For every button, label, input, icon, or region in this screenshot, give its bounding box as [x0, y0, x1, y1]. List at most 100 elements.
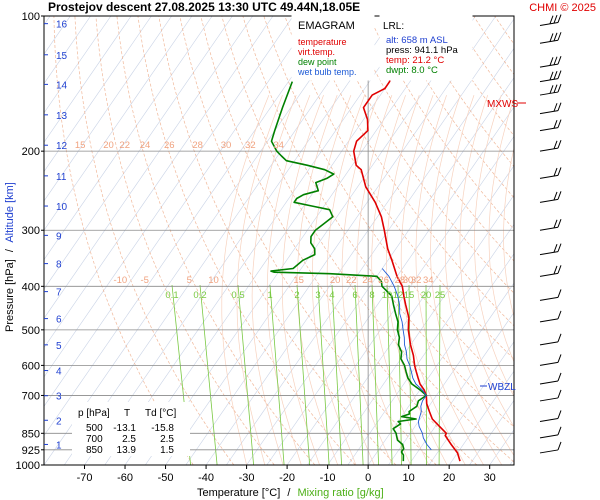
dry-adiabat-label: 20: [103, 140, 114, 151]
wind-barbs-panel: [539, 14, 562, 454]
wind-barb-feather: [553, 219, 558, 229]
mxws-marker: MXWS: [487, 99, 526, 110]
wind-barb: [539, 55, 562, 68]
wind-barb-feather: [557, 139, 562, 149]
isotherm-line: [448, 370, 514, 465]
altitude-label: 10: [56, 202, 68, 213]
x-axis-label-mixing: Mixing ratio [g/kg]: [297, 487, 383, 499]
altitude-label: 15: [56, 51, 68, 62]
table-cell: 2.5: [160, 434, 174, 445]
dry-adiabat-line: [579, 16, 600, 465]
isotherm-line: [266, 106, 514, 465]
isotherm-line: [408, 311, 514, 465]
isotherm-line: [145, 16, 456, 465]
mixing-ratio-line: [386, 284, 393, 465]
wind-barb-feather: [553, 140, 558, 149]
y-tick-label: 925: [22, 445, 40, 457]
x-tick-label: -40: [198, 472, 214, 484]
mixing-ratio-label: 25: [435, 290, 446, 301]
moist-adiabat-line: [266, 94, 311, 465]
wind-barb: [539, 310, 562, 323]
isotherm-line: [428, 341, 514, 465]
wind-barb-feather: [557, 265, 562, 274]
dry-adiabat-label: -10: [113, 275, 127, 286]
table-cell: 2.5: [122, 434, 136, 445]
mixing-ratio-label: 8: [369, 290, 374, 301]
dry-adiabat-line: [263, 16, 514, 394]
y-tick-label: 850: [22, 428, 40, 440]
dry-adiabat-line: [179, 16, 437, 465]
wind-barb: [539, 243, 562, 256]
table-cell: 500: [86, 423, 103, 434]
wind-barb: [539, 102, 562, 115]
x-tick-label: 10: [403, 472, 415, 484]
isotherm-line: [530, 16, 600, 465]
wind-barb-shaft: [539, 63, 559, 68]
y-tick-label: 500: [22, 325, 40, 337]
legend: EMAGRAM temperature virt.temp. dew point…: [291, 15, 375, 81]
wind-barb-feather: [549, 33, 554, 42]
wind-barb-feather: [557, 119, 562, 128]
wind-barb: [539, 426, 562, 439]
dry-adiabat-line: [537, 16, 600, 465]
wbzl-marker: WBZL: [480, 382, 516, 393]
wind-barb-shaft: [539, 417, 559, 422]
x-tick-label: -70: [77, 472, 93, 484]
moist-adiabat-line: [281, 94, 324, 465]
wind-barb-feather: [553, 167, 558, 177]
legend-item-virt-temp: virt.temp.: [298, 47, 335, 57]
wind-barb: [539, 191, 562, 203]
isotherm-line: [509, 458, 514, 465]
altitude-label: 9: [56, 231, 62, 242]
wind-barb-shaft: [539, 174, 559, 179]
dry-adiabat-label: 28: [395, 275, 406, 286]
mixing-ratio-line: [397, 284, 402, 465]
mixing-ratio-label: 4: [329, 290, 334, 301]
dry-adiabat-label: 20: [330, 275, 341, 286]
mixing-ratio-label: 12: [393, 290, 404, 301]
mixing-ratio-label: 1: [267, 290, 272, 301]
moist-adiabat-line: [236, 94, 283, 465]
y-tick-label: 600: [22, 360, 40, 372]
isotherm-line: [44, 16, 314, 407]
table-header-t: T: [124, 408, 130, 419]
mixing-ratio-label: 20: [421, 290, 432, 301]
x-axis-label-separator: /: [287, 487, 291, 499]
mixing-ratio-label: 0.5: [231, 290, 244, 301]
dry-adiabat-label: 26: [164, 140, 175, 151]
mixing-ratio-label: 15: [404, 290, 415, 301]
table-header-td: Td [°C]: [145, 408, 176, 419]
altitude-label: 8: [56, 260, 62, 271]
wind-barb-feather: [553, 32, 558, 42]
wbzl-label: WBZL: [488, 382, 516, 393]
dry-adiabat-label: 22: [346, 275, 357, 286]
wind-barb-feather: [557, 14, 562, 23]
wind-barb-feather: [553, 244, 558, 253]
moist-adiabat-line: [474, 94, 514, 398]
mixing-ratio-label: 6: [352, 290, 357, 301]
moist-adiabat-line: [430, 94, 503, 465]
y-tick-label: 1000: [16, 460, 40, 472]
mixing-ratio-label: 3: [315, 290, 320, 301]
table-cell: 1.5: [160, 445, 174, 456]
isotherm-line: [84, 16, 395, 465]
wind-barb: [539, 441, 562, 454]
dry-adiabat-label: 22: [119, 140, 130, 151]
isotherm-line: [591, 16, 600, 465]
wind-barb-shaft: [539, 91, 559, 96]
wind-barb-shaft: [539, 110, 559, 115]
lrl-temperature: temp: 21.2 °C: [386, 55, 444, 66]
wind-barb-feather: [553, 14, 558, 24]
table-cell: -13.1: [113, 423, 136, 434]
table-cell: 700: [86, 434, 103, 445]
isotherm-line: [124, 16, 436, 465]
wind-barb-shaft: [539, 449, 559, 454]
dry-adiabat-label: 5: [187, 275, 192, 286]
altitude-label: 4: [56, 367, 62, 378]
moist-adiabat-line: [371, 94, 430, 465]
wind-barb-feather: [553, 84, 558, 93]
table-header-p: p [hPa]: [78, 408, 110, 419]
y-axis-label: Pressure [hPa] / Altitude [km]: [4, 182, 16, 332]
wind-barb-feather: [557, 333, 562, 343]
table-cell: 850: [86, 445, 103, 456]
